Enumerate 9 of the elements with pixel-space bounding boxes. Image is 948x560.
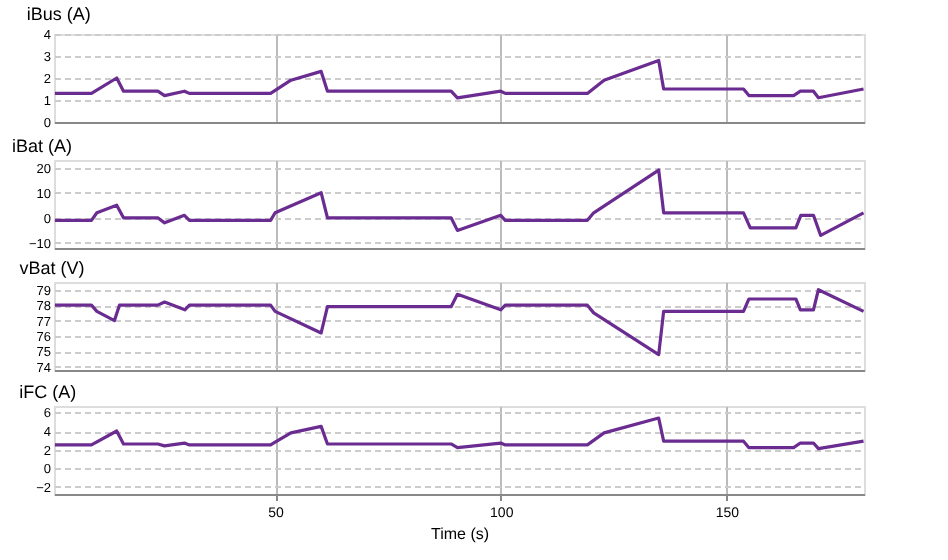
line-series [53,288,866,357]
y-axis-title: iBat (A) [11,136,72,156]
line-series [53,168,866,238]
y-axis-title: iBus (A) [26,4,91,24]
y-axis-title: vBat (V) [19,258,85,278]
line-series [53,58,866,100]
y-axis-title: iFC (A) [19,382,77,402]
line-series [53,416,866,451]
x-axis-title: Time (s) [430,525,490,543]
